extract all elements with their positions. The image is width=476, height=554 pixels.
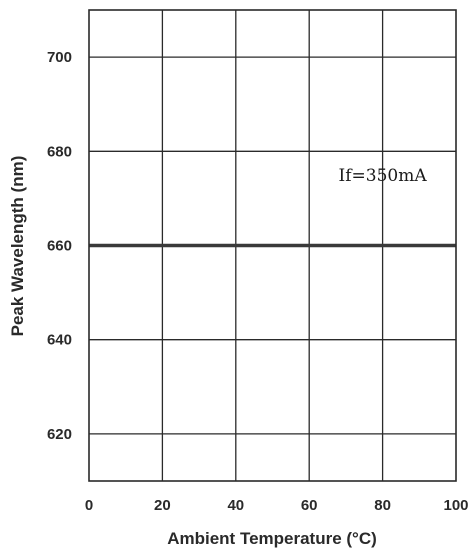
y-tick-label: 680 bbox=[47, 143, 72, 160]
x-tick-label: 20 bbox=[154, 497, 171, 514]
y-tick-label: 620 bbox=[47, 426, 72, 443]
x-tick-label: 40 bbox=[227, 497, 244, 514]
annotations: If=350mA bbox=[339, 166, 428, 186]
y-tick-label: 640 bbox=[47, 332, 72, 349]
x-tick-label: 100 bbox=[443, 497, 468, 514]
y-axis-label: Peak Wavelength (nm) bbox=[8, 156, 27, 337]
x-tick-label: 0 bbox=[85, 497, 93, 514]
annotation-label: If=350mA bbox=[339, 166, 428, 186]
y-tick-label: 700 bbox=[47, 49, 72, 66]
x-axis-ticks: 0 20 40 60 80 100 bbox=[85, 497, 469, 514]
y-axis-ticks: 620 640 660 680 700 bbox=[47, 49, 72, 443]
plot-frame bbox=[88, 9, 457, 482]
x-axis-label: Ambient Temperature (°C) bbox=[167, 529, 377, 548]
x-tick-label: 60 bbox=[301, 497, 318, 514]
x-tick-label: 80 bbox=[374, 497, 391, 514]
y-tick-label: 660 bbox=[47, 238, 72, 255]
